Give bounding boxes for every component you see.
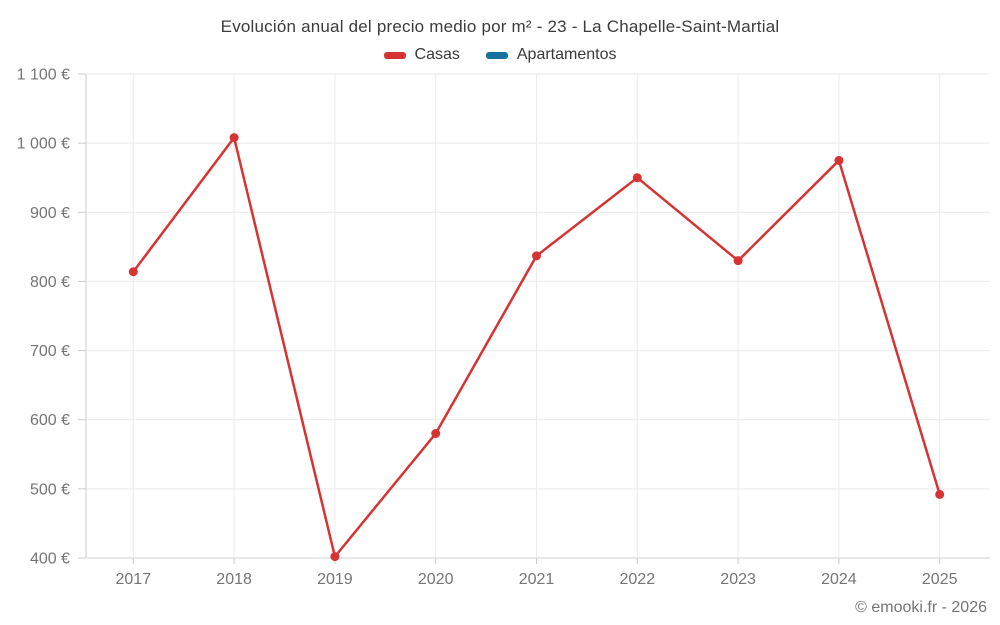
legend-item-casas[interactable]: Casas	[383, 46, 460, 64]
y-axis-label: 1 100 €	[17, 67, 70, 84]
y-axis-label: 700 €	[30, 343, 70, 360]
data-point-casas-2019[interactable]	[330, 552, 340, 562]
data-point-casas-2017[interactable]	[128, 267, 138, 277]
data-point-casas-2023[interactable]	[733, 256, 743, 266]
x-axis-label: 2024	[821, 571, 857, 588]
y-axis-label: 400 €	[30, 551, 70, 568]
chart-title: Evolución anual del precio medio por m² …	[220, 17, 780, 36]
data-point-casas-2025[interactable]	[935, 489, 945, 499]
data-point-casas-2018[interactable]	[229, 133, 239, 143]
chart-legend: Casas Apartamentos	[0, 46, 1000, 64]
y-axis-label: 600 €	[30, 412, 70, 429]
data-point-casas-2024[interactable]	[834, 155, 844, 165]
legend-swatch-casas-icon	[383, 51, 406, 59]
y-axis-label: 1 000 €	[17, 136, 70, 153]
y-axis-label: 500 €	[30, 481, 70, 498]
x-axis-label: 2021	[519, 571, 555, 588]
y-axis-label: 900 €	[30, 205, 70, 222]
x-axis-label: 2020	[418, 571, 454, 588]
x-axis-label: 2019	[317, 571, 353, 588]
copyright-text: © emooki.fr - 2026	[855, 599, 987, 616]
legend-swatch-apartamentos-icon	[485, 51, 508, 59]
x-axis-label: 2023	[720, 571, 756, 588]
data-point-casas-2022[interactable]	[632, 173, 642, 183]
x-axis-label: 2022	[620, 571, 656, 588]
data-point-casas-2021[interactable]	[532, 251, 541, 261]
x-axis-label: 2025	[922, 571, 958, 588]
y-axis-label: 800 €	[30, 274, 70, 291]
x-axis-label: 2018	[216, 571, 252, 588]
legend-label-apartamentos: Apartamentos	[516, 46, 617, 63]
x-axis-label: 2017	[116, 571, 152, 588]
legend-label-casas: Casas	[414, 46, 460, 63]
data-point-casas-2020[interactable]	[431, 429, 441, 439]
legend-item-apartamentos[interactable]: Apartamentos	[485, 46, 617, 64]
